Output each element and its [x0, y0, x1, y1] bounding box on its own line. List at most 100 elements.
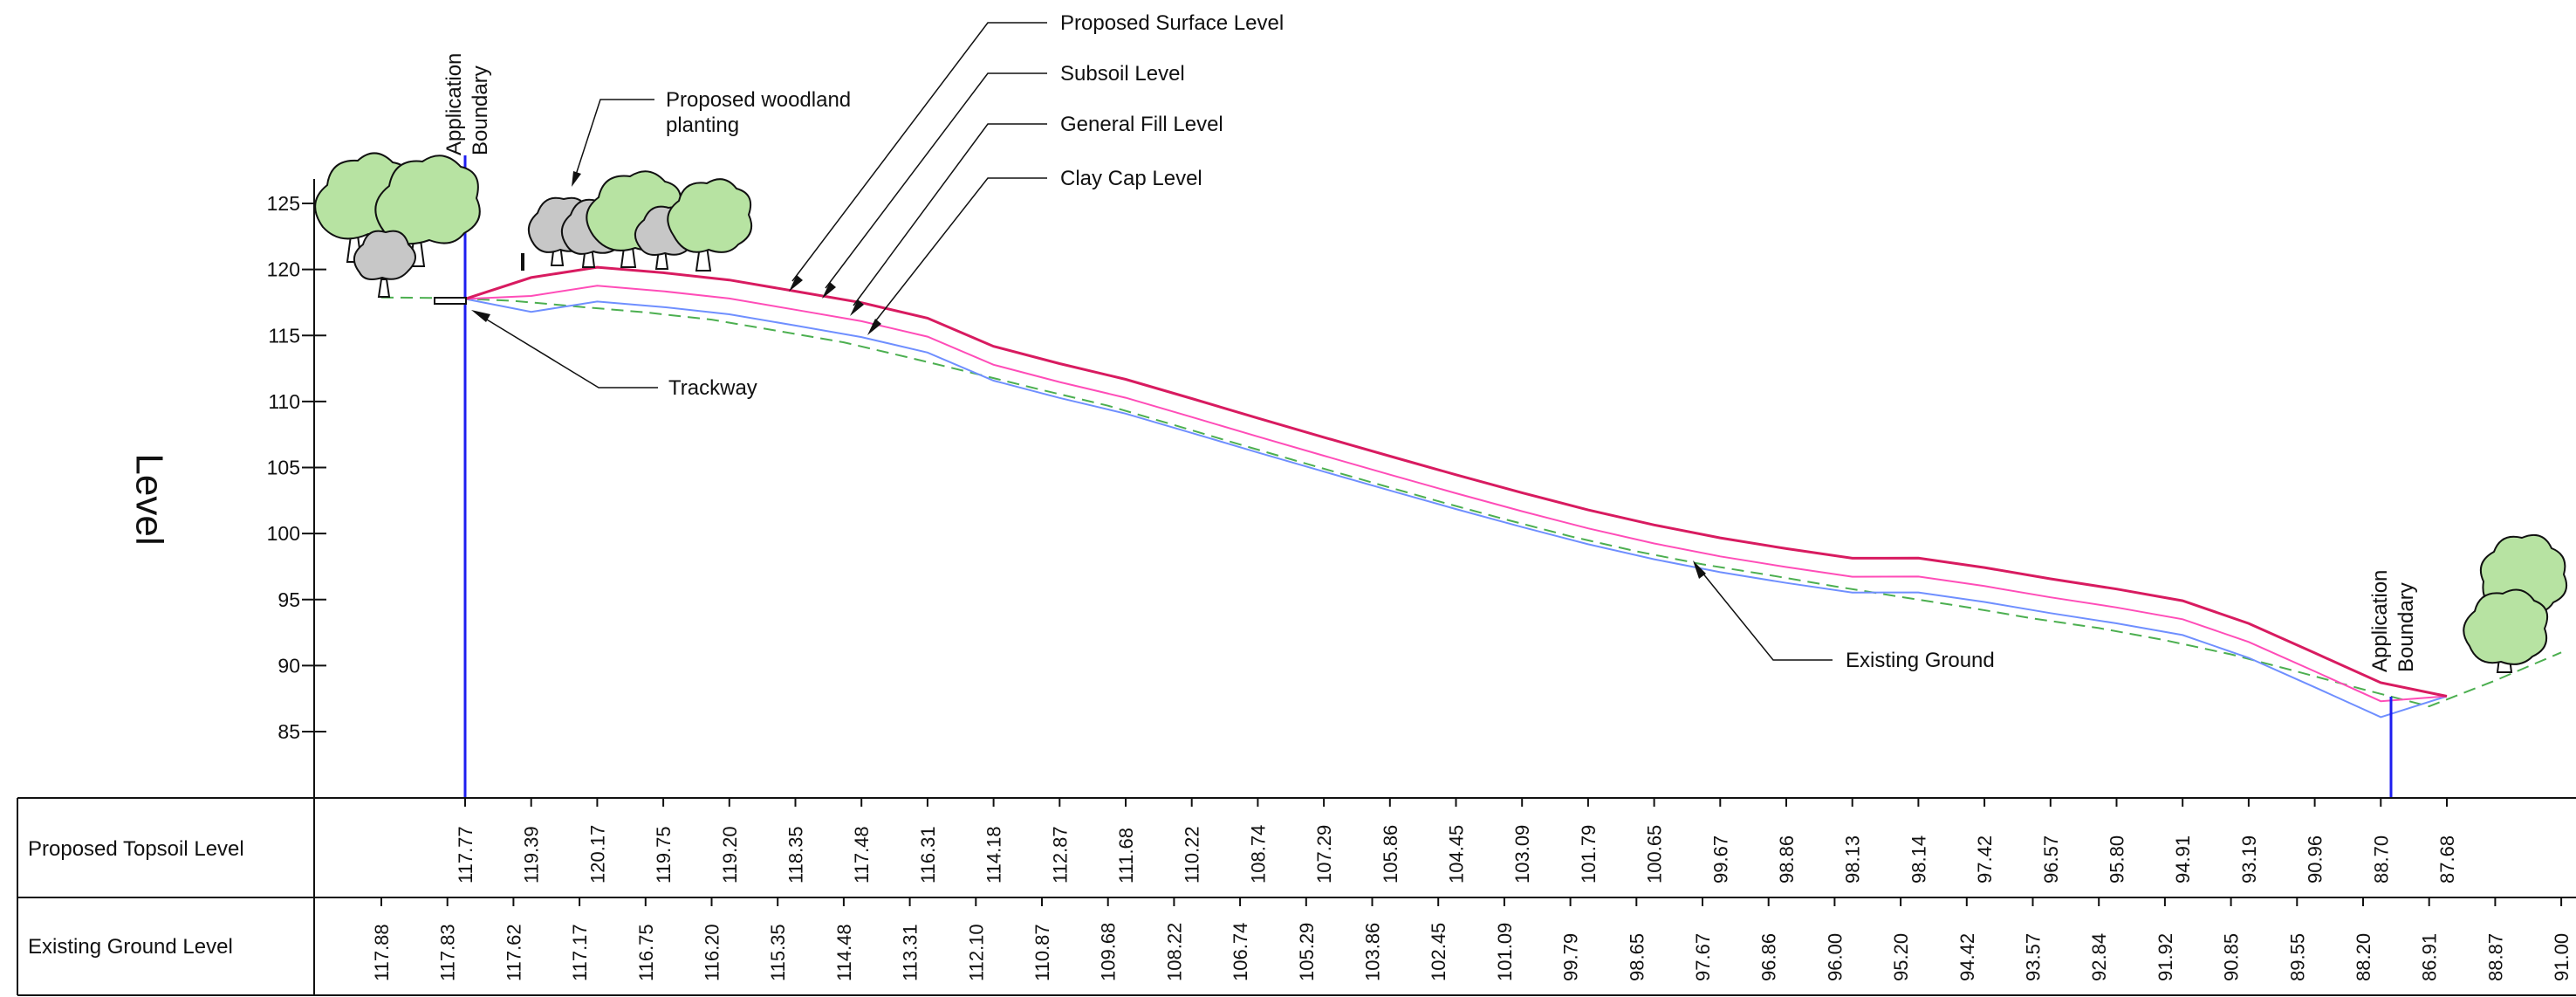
proposed-level-value: 103.09 [1511, 825, 1533, 884]
existing-level-value: 109.68 [1098, 923, 1120, 981]
proposed-level-value: 98.13 [1842, 835, 1864, 884]
existing-level-value: 115.35 [767, 924, 789, 981]
existing-level-value: 114.48 [833, 924, 855, 981]
y-tick-label: 100 [267, 522, 300, 545]
y-tick-label: 105 [267, 457, 300, 479]
svg-text:General Fill Level: General Fill Level [1060, 113, 1223, 136]
existing-level-value: 110.87 [1031, 924, 1053, 981]
proposed-level-cells: 117.77 119.39 120.17 119.75 119.20 118.35 117.… [455, 798, 2458, 884]
proposed-level-value: 105.86 [1380, 825, 1401, 884]
existing-level-value: 96.00 [1824, 933, 1846, 981]
svg-text:planting: planting [666, 113, 739, 137]
existing-level-value: 106.74 [1230, 923, 1251, 981]
proposed-level-value: 117.77 [455, 826, 476, 884]
proposed-level-value: 98.86 [1776, 835, 1798, 884]
existing-level-value: 108.22 [1163, 923, 1185, 981]
tree-icon [667, 178, 752, 272]
existing-level-value: 117.83 [437, 924, 459, 981]
trackway-symbol [434, 297, 467, 305]
existing-ground-line [380, 296, 2562, 708]
existing-level-value: 92.84 [2088, 933, 2110, 981]
boundary-label-right-line1: Application [2368, 570, 2392, 672]
existing-level-value: 88.20 [2353, 933, 2374, 981]
callout-subsoil: Subsoil Level [822, 62, 1185, 299]
existing-level-value: 96.86 [1758, 933, 1780, 981]
proposed-level-value: 117.48 [851, 826, 873, 884]
existing-level-value: 102.45 [1428, 923, 1449, 981]
y-axis-ticks: 85 90 95 100 105 110 115 120 125 [267, 192, 326, 743]
proposed-level-value: 101.79 [1578, 825, 1600, 884]
existing-level-value: 99.79 [1560, 933, 1582, 981]
proposed-level-value: 87.68 [2436, 835, 2458, 884]
callout-trackway: Trackway [471, 310, 757, 400]
level-table: Proposed Topsoil Level Existing Ground L… [17, 797, 2576, 996]
existing-level-value: 117.17 [569, 924, 591, 981]
proposed-level-value: 112.87 [1049, 826, 1071, 884]
existing-level-value: 116.75 [635, 924, 657, 981]
callout-general-fill: General Fill Level [850, 113, 1223, 316]
existing-level-value: 91.00 [2551, 933, 2573, 981]
tree-group-woodland [528, 170, 752, 272]
subsoil-line [464, 285, 2448, 703]
svg-text:Clay Cap Level: Clay Cap Level [1060, 167, 1202, 190]
svg-text:Proposed Surface Level: Proposed Surface Level [1060, 11, 1284, 35]
existing-level-value: 112.10 [965, 924, 987, 981]
existing-level-value: 90.85 [2221, 933, 2243, 981]
proposed-level-value: 100.65 [1644, 825, 1666, 884]
y-tick-label: 95 [277, 588, 300, 611]
tree-icon [2463, 588, 2548, 673]
proposed-level-value: 111.68 [1115, 828, 1137, 884]
existing-level-value: 86.91 [2419, 933, 2441, 981]
proposed-level-value: 107.29 [1313, 825, 1335, 884]
tree-group-left [314, 152, 481, 298]
proposed-level-value: 116.31 [917, 826, 939, 884]
proposed-level-value: 120.17 [586, 825, 608, 884]
callout-woodland: Proposed woodland planting [572, 88, 851, 187]
proposed-level-value: 95.80 [2107, 835, 2128, 884]
existing-level-value: 94.42 [1956, 933, 1978, 981]
tree-icon [353, 230, 416, 298]
profile-lines [380, 265, 2562, 719]
y-tick-label: 115 [268, 324, 300, 347]
existing-level-value: 103.86 [1362, 923, 1384, 981]
proposed-level-value: 104.45 [1446, 825, 1468, 884]
existing-level-value: 93.57 [2023, 933, 2045, 981]
y-tick-label: 125 [267, 192, 300, 215]
existing-level-value: 95.20 [1890, 933, 1912, 981]
svg-text:Existing Ground: Existing Ground [1846, 649, 1995, 672]
proposed-level-value: 93.19 [2238, 835, 2260, 884]
row-label-proposed: Proposed Topsoil Level [28, 837, 244, 861]
y-tick-label: 120 [267, 258, 300, 281]
proposed-level-value: 94.91 [2172, 835, 2194, 884]
proposed-level-value: 99.67 [1709, 835, 1731, 884]
existing-level-value: 101.09 [1494, 923, 1516, 981]
boundary-label-left-line1: Application [442, 53, 466, 155]
callout-proposed-surface: Proposed Surface Level [789, 11, 1284, 292]
boundary-label-right-line2: Boundary [2394, 582, 2418, 672]
existing-level-value: 88.87 [2484, 933, 2506, 981]
existing-level-value: 116.20 [702, 924, 723, 981]
callout-existing-ground: Existing Ground [1693, 560, 1995, 672]
proposed-level-value: 88.70 [2370, 835, 2392, 884]
proposed-level-value: 114.18 [983, 826, 1005, 884]
existing-level-value: 113.31 [900, 924, 921, 981]
proposed-level-value: 98.14 [1908, 835, 1929, 884]
proposed-level-value: 119.75 [653, 826, 675, 884]
svg-text:Proposed woodland: Proposed woodland [666, 88, 851, 112]
general-fill-line [464, 298, 2448, 719]
proposed-level-value: 108.74 [1247, 825, 1269, 884]
proposed-level-value: 118.35 [785, 826, 807, 884]
tree-group-right [2463, 534, 2567, 673]
y-tick-label: 110 [268, 390, 300, 413]
existing-level-value: 98.65 [1626, 933, 1648, 981]
svg-text:Subsoil Level: Subsoil Level [1060, 62, 1185, 86]
svg-text:Trackway: Trackway [668, 376, 757, 400]
existing-level-value: 91.92 [2155, 933, 2176, 981]
boundary-label-left-line2: Boundary [469, 65, 492, 155]
existing-level-value: 97.67 [1692, 933, 1714, 981]
y-tick-label: 85 [277, 720, 300, 743]
row-label-existing: Existing Ground Level [28, 935, 233, 959]
existing-level-cells: 117.88 117.83 117.62 117.17 116.75 116.20 115.… [371, 897, 2573, 981]
proposed-level-value: 110.22 [1182, 826, 1203, 884]
